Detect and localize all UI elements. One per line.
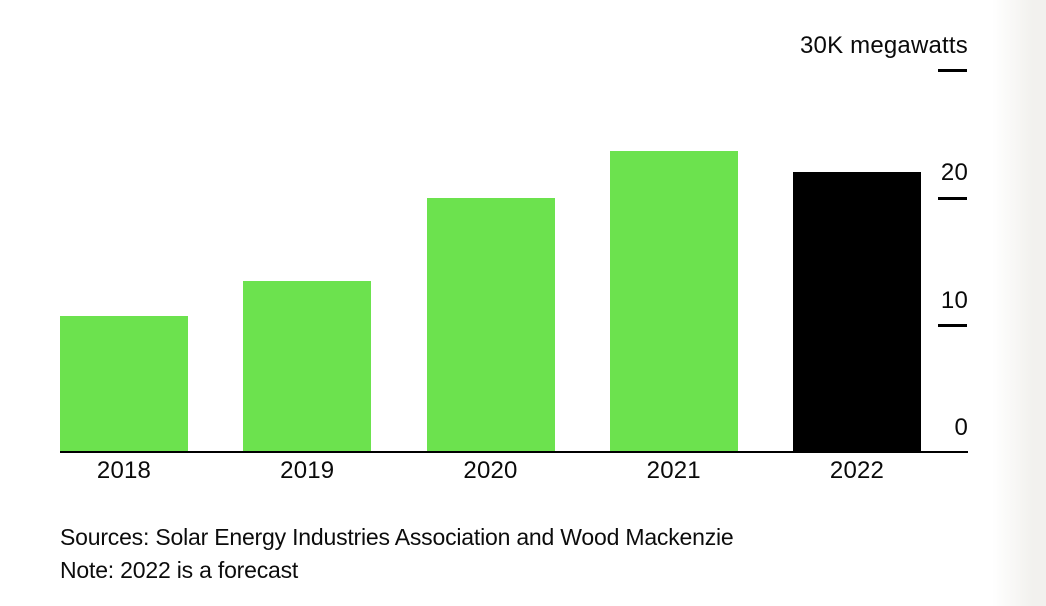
background-edge-texture: [992, 0, 1046, 606]
y-tick-dash-10: [938, 324, 967, 327]
y-tick-label-10: 10: [940, 286, 968, 314]
y-tick-label-0: 0: [954, 414, 968, 441]
chart-footer: Sources: Solar Energy Industries Associa…: [60, 521, 734, 587]
y-tick-label-30: 30K megawatts: [799, 31, 968, 59]
note-text: Note: 2022 is a forecast: [60, 557, 299, 583]
x-tick-label-2022: 2022: [829, 457, 885, 484]
x-tick-label-2019: 2019: [280, 457, 335, 484]
x-tick-label-2020: 2020: [463, 457, 518, 484]
y-tick-label-20: 20: [940, 159, 968, 186]
sources-text: Sources: Solar Energy Industries Associa…: [60, 524, 734, 550]
bar-2019: [243, 281, 372, 452]
bar-2021: [609, 151, 738, 452]
y-tick-dash-30: [938, 69, 967, 72]
y-tick-dash-20: [938, 196, 967, 200]
bar-2022-forecast: [793, 171, 921, 452]
x-tick-label-2018: 2018: [96, 457, 152, 484]
bar-2020: [426, 198, 555, 452]
x-tick-label-2021: 2021: [646, 457, 701, 484]
bar-2018: [60, 315, 188, 452]
x-axis-line: [60, 450, 968, 453]
